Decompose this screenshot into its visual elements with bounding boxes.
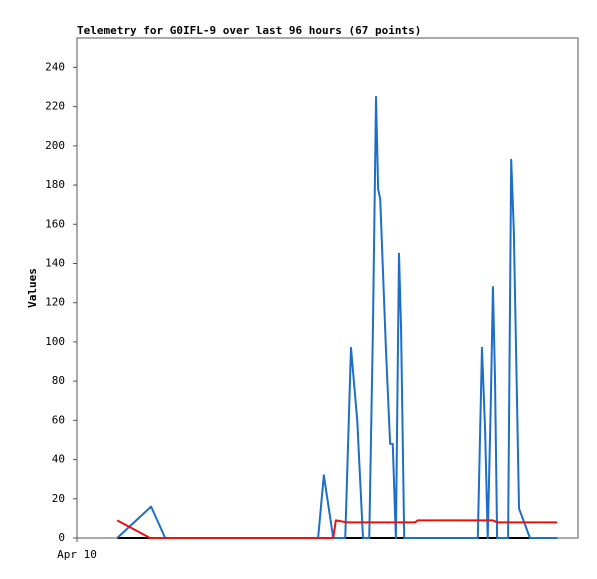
x-tick-label: Apr 10 <box>57 548 97 561</box>
y-tick-label: 200 <box>45 139 65 152</box>
y-tick-label: 40 <box>52 453 65 466</box>
y-tick-label: 20 <box>52 492 65 505</box>
series-line <box>116 95 558 539</box>
y-tick-label: 180 <box>45 178 65 191</box>
y-tick-label: 220 <box>45 100 65 113</box>
y-axis-label: Values <box>26 268 39 308</box>
y-tick-label: 100 <box>45 335 65 348</box>
y-tick-label: 60 <box>52 413 65 426</box>
series-line <box>116 519 558 539</box>
plot-frame <box>76 37 579 539</box>
y-tick-label: 240 <box>45 60 65 73</box>
y-tick-label: 140 <box>45 256 65 269</box>
y-tick-label: 0 <box>58 531 65 544</box>
y-tick-label: 120 <box>45 296 65 309</box>
y-tick-label: 160 <box>45 217 65 230</box>
y-tick-label: 80 <box>52 374 65 387</box>
chart-title: Telemetry for G0IFL-9 over last 96 hours… <box>77 24 421 37</box>
